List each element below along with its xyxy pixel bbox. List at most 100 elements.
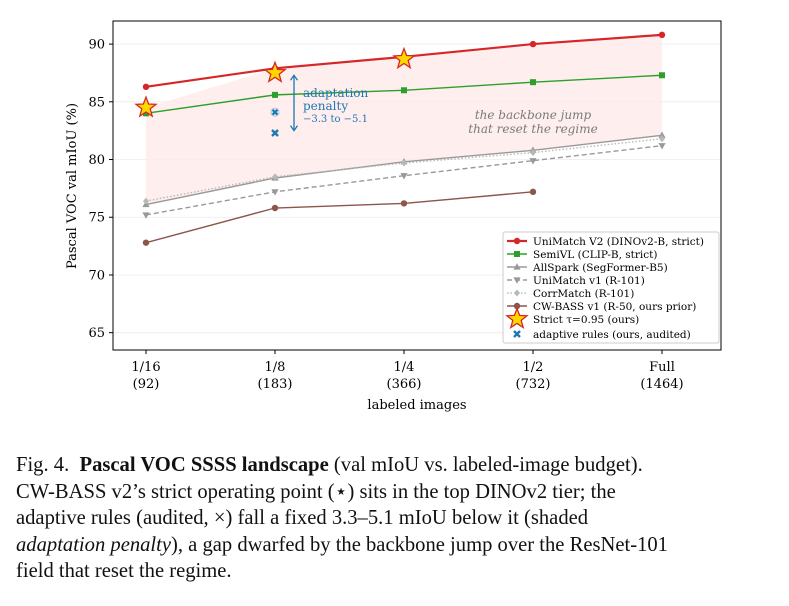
point-semivl-clip-b-strict-0 xyxy=(143,110,149,117)
point-semivl-clip-b-strict-4 xyxy=(659,72,665,79)
point-strict-0-95-ours-0 xyxy=(134,95,158,118)
legend-item-adaptive-rules-ours-audited: adaptive rules (ours, audited) xyxy=(513,329,691,341)
x-tick-label-0: 1/16 xyxy=(131,360,160,375)
series-line-corrmatch-r-101 xyxy=(145,138,663,202)
legend-marker-unimatch-v2-dinov2-b-strict xyxy=(513,237,521,245)
caption-line1: (val mIoU vs. labeled-image budget). xyxy=(328,454,643,476)
point-unimatch-v1-r-101-0 xyxy=(142,212,150,219)
legend-item-corrmatch-r-101: CorrMatch (R-101) xyxy=(507,288,634,300)
x-tick-count-2: (366) xyxy=(387,377,422,392)
legend-label-adaptive-rules-ours-audited: adaptive rules (ours, audited) xyxy=(533,329,691,341)
legend-label-strict-0-95-ours: Strict τ=0.95 (ours) xyxy=(533,314,639,326)
legend-item-unimatch-v2-dinov2-b-strict: UniMatch V2 (DINOv2-B, strict) xyxy=(507,236,704,248)
y-tick-label-65: 65 xyxy=(88,326,105,341)
legend-box xyxy=(502,231,720,344)
series-line-cw-bass-v1-r-50-ours-prior xyxy=(145,191,534,244)
point-adaptive-rules-ours-audited-1 xyxy=(271,129,279,137)
legend-label-unimatch-v2-dinov2-b-strict: UniMatch V2 (DINOv2-B, strict) xyxy=(533,236,704,248)
point-unimatch-v1-r-101-3 xyxy=(529,158,537,165)
point-cw-bass-v1-r-50-ours-prior-0 xyxy=(142,239,150,246)
point-unimatch-v1-r-101-1 xyxy=(271,189,279,196)
legend-marker-adaptive-rules-ours-audited-stroke xyxy=(513,330,521,338)
penalty-label-line1: adaptation xyxy=(303,86,369,100)
series-strict-0-95-ours xyxy=(134,46,416,118)
figure-caption: Fig. 4. Pascal VOC SSSS landscape (val m… xyxy=(16,452,772,585)
point-semivl-clip-b-strict-3 xyxy=(530,79,536,86)
legend-label-semivl-clip-b-strict: SemiVL (CLIP-B, strict) xyxy=(533,249,657,261)
adaptive-point-halo xyxy=(270,107,280,117)
legend-label-corrmatch-r-101: CorrMatch (R-101) xyxy=(533,288,634,300)
x-tick-label-2: 1/4 xyxy=(394,360,415,375)
point-corrmatch-r-101-2 xyxy=(401,159,407,167)
legend-item-allspark-segformer-b5: AllSpark (SegFormer-B5) xyxy=(507,262,668,274)
series-corrmatch-r-101 xyxy=(143,135,665,205)
series-semivl-clip-b-strict xyxy=(143,72,665,117)
penalty-arrow-head-top xyxy=(289,74,299,81)
point-semivl-clip-b-strict-1 xyxy=(272,91,278,98)
point-cw-bass-v1-r-50-ours-prior-3 xyxy=(529,188,537,196)
point-corrmatch-r-101-3 xyxy=(530,149,536,157)
caption-line2: CW-BASS v2’s strict operating point (⋆) … xyxy=(16,480,616,503)
y-tick-label-85: 85 xyxy=(88,95,105,110)
caption-title: Pascal VOC SSSS landscape xyxy=(79,454,329,476)
y-tick-label-80: 80 xyxy=(88,153,105,168)
backbone-label-line2: that reset the regime xyxy=(468,122,597,136)
legend-item-strict-0-95-ours: Strict τ=0.95 (ours) xyxy=(505,306,639,330)
point-corrmatch-r-101-4 xyxy=(659,135,665,143)
y-tick-label-70: 70 xyxy=(88,268,105,283)
point-unimatch-v2-dinov2-b-strict-4 xyxy=(658,31,666,39)
legend-item-semivl-clip-b-strict: SemiVL (CLIP-B, strict) xyxy=(507,249,657,261)
caption-label: Fig. 4. xyxy=(16,454,70,476)
point-unimatch-v2-dinov2-b-strict-3 xyxy=(529,40,537,48)
x-tick-count-4: (1464) xyxy=(640,377,683,392)
point-adaptive-rules-ours-audited-0-stroke xyxy=(271,108,279,117)
penalty-label-line2: penalty xyxy=(303,99,348,113)
point-adaptive-rules-ours-audited-0 xyxy=(271,108,279,117)
series-cw-bass-v1-r-50-ours-prior xyxy=(142,188,537,246)
legend-item-cw-bass-v1-r-50-ours-prior: CW-BASS v1 (R-50, ours prior) xyxy=(507,301,696,313)
point-strict-0-95-ours-1 xyxy=(263,60,287,83)
x-tick-count-1: (183) xyxy=(258,377,293,392)
x-axis: 1/16 (92) 1/8 (183) 1/4 (366) 1/2 (732) Full (146… xyxy=(131,350,684,392)
series-layer xyxy=(134,31,666,246)
series-adaptive-rules-ours-audited xyxy=(271,108,279,137)
plot-frame xyxy=(112,20,722,351)
point-cw-bass-v1-r-50-ours-prior-1 xyxy=(271,204,279,212)
x-tick-label-3: 1/2 xyxy=(523,360,544,375)
point-semivl-clip-b-strict-2 xyxy=(401,87,407,94)
x-axis-label: labeled images xyxy=(367,398,466,413)
annotations: adaptation penalty −3.3 to −5.1 the back… xyxy=(289,74,598,136)
y-tick-label-90: 90 xyxy=(88,38,105,53)
legend-marker-semivl-clip-b-strict xyxy=(514,251,520,257)
legend-marker-strict-0-95-ours xyxy=(505,306,529,330)
series-unimatch-v1-r-101 xyxy=(142,143,666,219)
point-cw-bass-v1-r-50-ours-prior-2 xyxy=(400,200,408,207)
penalty-label-line3: −3.3 to −5.1 xyxy=(303,114,368,125)
legend-item-unimatch-v1-r-101: UniMatch v1 (R-101) xyxy=(507,275,645,287)
legend-marker-cw-bass-v1-r-50-ours-prior xyxy=(513,302,521,310)
series-line-unimatch-v1-r-101 xyxy=(145,144,663,216)
x-tick-count-3: (732) xyxy=(516,377,551,392)
caption-line4: ), a gap dwarfed by the backbone jump ov… xyxy=(171,533,668,556)
legend-label-unimatch-v1-r-101: UniMatch v1 (R-101) xyxy=(533,275,645,287)
point-unimatch-v2-dinov2-b-strict-0 xyxy=(142,83,150,91)
legend-marker-unimatch-v1-r-101 xyxy=(513,277,521,284)
legend-marker-adaptive-rules-ours-audited xyxy=(513,330,521,338)
backbone-label-line1: the backbone jump xyxy=(475,108,592,122)
caption-line4-em: adaptation penalty xyxy=(16,533,172,556)
point-unimatch-v1-r-101-4 xyxy=(658,143,666,150)
legend-label-allspark-segformer-b5: AllSpark (SegFormer-B5) xyxy=(532,262,668,274)
point-unimatch-v1-r-101-2 xyxy=(400,173,408,180)
point-allspark-segformer-b5-4 xyxy=(658,131,666,138)
point-strict-0-95-ours-2 xyxy=(392,46,416,70)
y-axis: 65 70 75 80 85 90 xyxy=(88,38,113,341)
penalty-arrow-head-bottom xyxy=(289,125,299,132)
legend: UniMatch V2 (DINOv2-B, strict)SemiVL (CL… xyxy=(502,231,720,344)
legend-label-cw-bass-v1-r-50-ours-prior: CW-BASS v1 (R-50, ours prior) xyxy=(533,301,696,313)
point-corrmatch-r-101-1 xyxy=(272,173,278,181)
caption-line3: adaptive rules (audited, ×) fall a fixed… xyxy=(16,507,589,529)
x-tick-label-1: 1/8 xyxy=(265,360,286,375)
y-tick-label-75: 75 xyxy=(88,211,105,226)
chart: adaptation penalty −3.3 to −5.1 the back… xyxy=(65,20,722,413)
legend-marker-allspark-segformer-b5 xyxy=(513,263,521,270)
